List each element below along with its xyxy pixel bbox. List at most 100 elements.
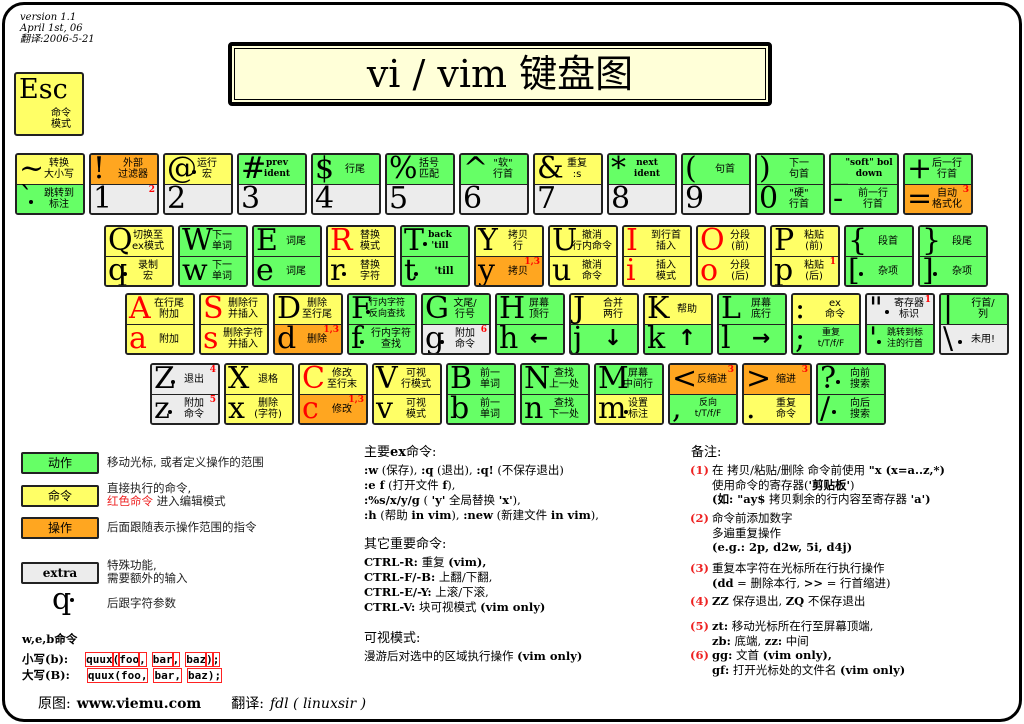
text-segment: 上滚/下滚, [431,585,489,599]
key-glyph: - [833,181,844,215]
key-label: 拷贝 行 [508,230,528,252]
word-token: baz); [186,668,223,683]
key-label: 句首 [715,164,735,175]
text-segment: 上翻/下翻, [435,570,493,584]
key-glyph: U [552,225,578,258]
key-upper-half: K 帮助 [645,293,711,326]
key-label: 词尾 [286,266,306,277]
key-label: 下一 单词 [212,260,232,282]
dot-argument-icon [836,380,840,384]
footer-site-link[interactable]: www.viemu.com [76,696,202,712]
lowercase-example: 小写(b): quux(foo, bar, baz); [22,652,221,668]
key-lower-half: , 反向 t/T/f/F [670,391,736,425]
key-glyph: K [647,293,670,326]
key: & 重复 :s 7 [533,153,603,215]
dot-argument-icon [192,170,196,174]
key-label: 下一 句首 [789,158,809,180]
key-glyph: d [277,321,297,355]
key-lower-half: a 附加 [127,322,193,353]
key: ! 外部 过滤器 1 2 [89,153,159,215]
key-upper-half: Q 切换至 ex模式 [106,227,172,258]
key: J 合并 两行 j ↓ [569,293,639,355]
key-glyph: y [478,253,495,287]
text-segment: :new [463,508,494,522]
key-glyph: m [598,391,627,425]
key-glyph: < [672,363,698,396]
key-label: 屏幕 中间行 [623,368,653,390]
text-segment: 打开光标处的文件名 [729,662,841,677]
text-segment: in vim [411,508,452,522]
key-glyph: ] [922,253,934,287]
key: % 括号 匹配 5 [385,153,455,215]
key-glyph: } [922,225,942,258]
key-glyph: O [700,225,725,258]
text-segment: (帮助 [376,508,412,522]
text-segment: 重复 [417,555,449,569]
footer-trans-label: 翻译: [231,696,264,712]
footer-translator: fdl ( linuxsir ) [269,696,367,712]
text-segment: 命令前添加数字 [712,511,793,525]
text-segment: 'y' [431,493,446,507]
key-label: 行内字符 反向查找 [368,298,405,319]
key: " 寄存器 标识 1 ' 跳转到标 注的行首 [865,293,935,355]
key-label: 词尾 [286,236,306,247]
page-title: vi / vim 键盘图 [228,42,772,106]
text-segment: 重复本字符在光标所在行执行操作 [712,561,885,575]
note-number: (1) [690,463,709,477]
key-label: 删除字符 并插入 [223,328,263,350]
note-line: 使用命令的寄存器('剪贴板') [712,478,855,493]
key-lower-half: o 分段 (后) [698,254,764,285]
text-segment: ) [850,477,855,492]
key: W 下一 单词 w 下一 单词 [178,225,248,287]
text-segment: ex [390,445,407,460]
note-line: 在 拷贝/粘贴/删除 命令前使用 "x (x=a..z,*) [712,463,945,478]
key-label: 粘贴 (前) [804,230,824,252]
key: S 删除行 并插入 s 删除字符 并插入 [199,293,269,355]
key-lower-half: [杂项 [846,254,912,285]
text-segment: ( [419,493,432,507]
key-lower-half: g 附加 命令 6 [423,322,489,353]
key: + 后一行 行首 = 自动 格式化 3 [903,153,973,215]
key-label: 杂项 [878,266,898,277]
visual-line: 漫游后对选中的区域执行操作 (vim only) [364,649,582,664]
key-label: 在行尾 附加 [154,298,184,320]
key-upper-half: : ex 命令 [793,295,859,326]
legend-extra-box: extra [21,562,99,584]
key-lower-half: - 前一行 行首 [831,181,897,215]
key-glyph: r [330,253,345,287]
key-lower-half: k ↑ [645,322,711,353]
key: ) 下一 句首 0 "硬" 行首 [755,153,825,215]
key-label: 录制 宏 [138,260,158,282]
legend-line: 直接执行的命令, [107,481,192,495]
text-segment: 块可视模式 [415,600,481,614]
note-line: 重复本字符在光标所在行执行操作 [712,561,885,576]
key-label: 可视 模式 [406,398,426,420]
key-glyph: , [672,391,682,425]
key-upper-half: ^ "软" 行首 [461,155,527,186]
visual-title: 可视模式: [364,631,421,646]
footnote-marker: 6 [480,325,487,335]
key-label: 'till [434,266,454,277]
code-example: quux(foo, bar, baz); [85,652,221,667]
text-segment: = 删除本行, [733,575,804,590]
key-lower-half: i 插入 模式 [624,254,690,285]
key: * next ident 8 [607,153,677,215]
key-lower-half: y 拷贝 1,3 [476,253,542,287]
key-glyph: ' [869,321,878,355]
key-upper-half: ~ 转换 大小写 [17,155,83,186]
key-label: 退格 [258,374,278,385]
key-glyph: G [425,293,449,326]
key-glyph: . [746,391,756,425]
text-segment: CTRL-R: [364,555,418,569]
footnote-marker: 5 [209,395,216,405]
version-info: version 1.1 April 1st, 06 翻译:2006-5-21 [20,12,95,45]
other-title: 其它重要命令: [364,537,447,552]
key-lower-half: u 撤消 命令 [550,254,616,285]
arrow-icon: ↓ [603,326,623,351]
key: B 前一 单词 b 前一 单词 [446,363,516,425]
key-upper-half: % 括号 匹配 [387,155,453,186]
key-glyph: & [537,153,564,186]
key: V 可视 行模式 v 可视 模式 [372,363,442,425]
